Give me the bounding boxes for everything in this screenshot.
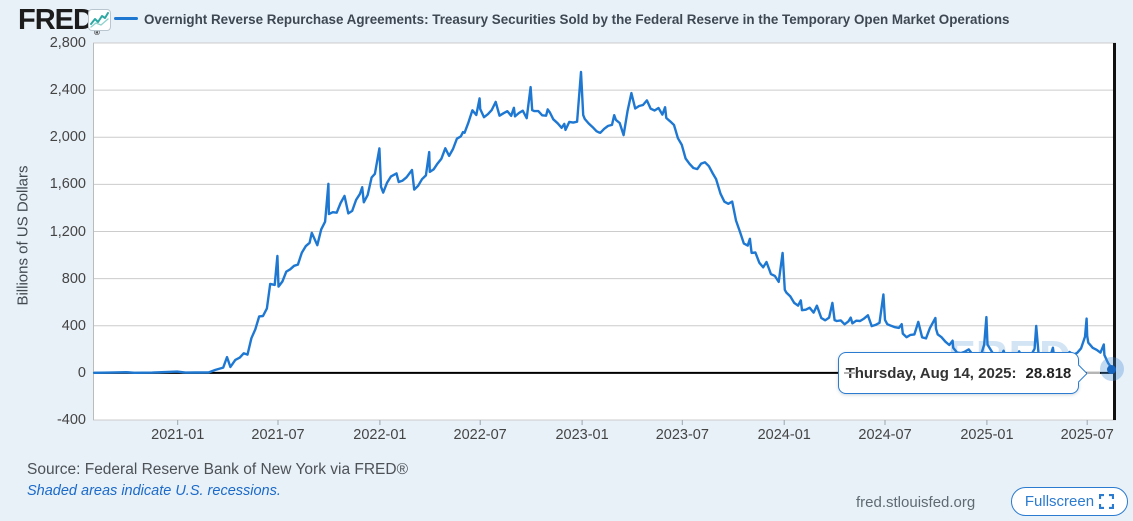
source-text: Source: Federal Reserve Bank of New York…: [27, 461, 408, 478]
x-tick-label: 2022-01: [353, 427, 407, 443]
y-tick-label: 2,800: [49, 35, 86, 51]
x-tick-label: 2025-01: [960, 427, 1014, 443]
fred-logo-text: FRED: [18, 4, 94, 36]
fullscreen-button[interactable]: Fullscreen: [1011, 487, 1128, 516]
y-tick-label: 1,200: [49, 223, 86, 240]
x-tick-label: 2021-01: [151, 427, 205, 443]
series-line: [92, 70, 1113, 374]
tooltip-right-dash: [1087, 372, 1100, 374]
y-tick-label: 400: [61, 317, 86, 334]
x-tick-label: 2025-07: [1060, 427, 1114, 443]
y-tick-label: 800: [61, 270, 86, 287]
x-tick-label: 2022-07: [453, 427, 507, 443]
recession-note: Shaded areas indicate U.S. recessions.: [27, 483, 281, 499]
x-tick-label: 2021-07: [251, 427, 305, 443]
fullscreen-label: Fullscreen: [1024, 493, 1095, 510]
header: FRED® Overnight Reverse Repurchase Agree…: [0, 0, 1133, 40]
fullscreen-expand-icon: [1099, 494, 1115, 509]
last-point-marker[interactable]: [1107, 364, 1117, 374]
x-tick-label: 2023-01: [555, 427, 609, 443]
registered-mark: ®: [93, 28, 100, 37]
x-tick-label: 2024-07: [858, 427, 912, 443]
tooltip-date-label: Thursday, Aug 14, 2025:: [845, 364, 1017, 382]
y-tick-label: 1,600: [49, 176, 86, 193]
x-tick-label: 2023-07: [655, 427, 709, 443]
chart-title[interactable]: Overnight Reverse Repurchase Agreements:…: [144, 12, 1010, 27]
y-tick-label: 0: [77, 364, 86, 381]
tooltip-left-dash: [844, 372, 855, 374]
x-tick-label: 2024-01: [757, 427, 811, 443]
y-tick-label: 2,000: [49, 129, 86, 146]
fred-site-link[interactable]: fred.stlouisfed.org: [856, 494, 976, 511]
tooltip-value: 28.818: [1025, 364, 1072, 382]
series-legend-swatch: [114, 17, 138, 20]
y-tick-label: 2,400: [49, 82, 86, 99]
y-tick-label: -400: [56, 412, 86, 428]
fred-logo: FRED®: [18, 4, 100, 42]
tooltip: Thursday, Aug 14, 2025: 28.818: [838, 352, 1100, 394]
fred-sparkline-icon: [88, 9, 111, 31]
